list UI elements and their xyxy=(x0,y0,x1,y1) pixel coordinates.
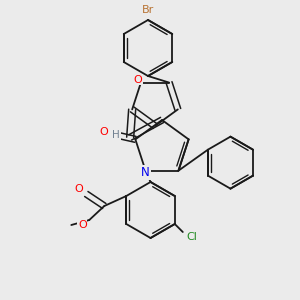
Text: N: N xyxy=(141,166,150,179)
Text: H: H xyxy=(112,130,120,140)
Text: O: O xyxy=(134,75,142,85)
Text: O: O xyxy=(74,184,83,194)
Text: O: O xyxy=(99,127,108,137)
Text: Cl: Cl xyxy=(186,232,197,242)
Text: O: O xyxy=(78,220,87,230)
Text: Br: Br xyxy=(142,5,154,15)
